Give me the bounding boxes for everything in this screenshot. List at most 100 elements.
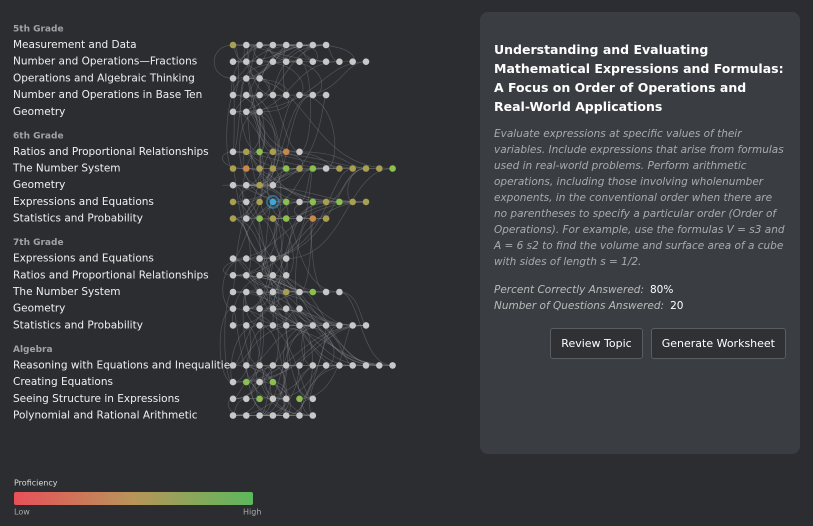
topic-dot[interactable]	[243, 148, 250, 156]
topic-dot[interactable]	[282, 58, 290, 65]
topic-name[interactable]: The Number System	[12, 163, 121, 175]
topic-dot[interactable]	[243, 288, 250, 296]
topic-dot[interactable]	[256, 75, 263, 82]
topic-dot[interactable]	[229, 378, 237, 386]
topic-dot[interactable]	[296, 288, 303, 296]
topic-dot[interactable]	[229, 148, 237, 156]
topic-dot[interactable]	[282, 362, 290, 369]
topic-dot[interactable]	[269, 322, 277, 329]
topic-dot[interactable]	[269, 215, 277, 222]
topic-dot[interactable]	[362, 165, 370, 172]
topic-dot[interactable]	[269, 362, 277, 369]
topic-dot[interactable]	[309, 288, 317, 296]
topic-dot[interactable]	[322, 288, 330, 296]
topic-dot[interactable]	[256, 198, 263, 206]
topic-dot[interactable]	[282, 165, 290, 172]
topic-dot[interactable]	[282, 305, 290, 313]
topic-dot[interactable]	[322, 198, 330, 206]
topic-name[interactable]: Reasoning with Equations and Inequalitie…	[13, 359, 236, 371]
topic-dot[interactable]	[256, 362, 263, 369]
topic-dot[interactable]	[336, 58, 343, 65]
topic-dot[interactable]	[296, 412, 303, 419]
topic-dot[interactable]	[282, 41, 290, 49]
topic-dot[interactable]	[243, 58, 250, 65]
topic-dot[interactable]	[296, 91, 303, 99]
topic-dot[interactable]	[269, 165, 277, 172]
topic-name[interactable]: Operations and Algebraic Thinking	[13, 72, 195, 84]
topic-name[interactable]: Number and Operations in Base Ten	[13, 89, 202, 101]
topic-dot[interactable]	[243, 322, 250, 329]
topic-dot[interactable]	[256, 165, 263, 172]
topic-dot[interactable]	[296, 198, 303, 206]
topic-name[interactable]: Creating Equations	[13, 376, 113, 388]
topic-dot[interactable]	[322, 41, 330, 49]
review-button[interactable]: Review Topic	[550, 328, 643, 359]
topic-dot[interactable]	[349, 58, 357, 65]
topic-dot[interactable]	[322, 165, 330, 172]
topic-dot[interactable]	[243, 41, 250, 49]
topic-dot[interactable]	[269, 378, 277, 386]
topic-dot[interactable]	[336, 198, 343, 206]
topic-name[interactable]: Measurement and Data	[13, 39, 137, 51]
topic-dot[interactable]	[296, 165, 303, 172]
topic-dot[interactable]	[243, 395, 250, 403]
topic-dot[interactable]	[349, 165, 357, 172]
topic-dot[interactable]	[349, 322, 357, 329]
topic-name[interactable]: Geometry	[13, 106, 65, 118]
topic-dot[interactable]	[243, 305, 250, 313]
topic-dot[interactable]	[229, 181, 237, 189]
topic-dot[interactable]	[256, 58, 263, 65]
topic-dot[interactable]	[269, 272, 277, 279]
topic-name[interactable]: Seeing Structure in Expressions	[13, 393, 180, 405]
topic-name[interactable]: Geometry	[13, 303, 65, 315]
topic-dot[interactable]	[269, 198, 277, 206]
topic-dot[interactable]	[309, 198, 317, 206]
topic-dot[interactable]	[229, 198, 237, 206]
topic-dot[interactable]	[269, 181, 277, 189]
topic-dot[interactable]	[256, 288, 263, 296]
topic-dot[interactable]	[389, 165, 396, 172]
topic-dot[interactable]	[256, 108, 263, 116]
topic-dot[interactable]	[336, 322, 343, 329]
topic-dot[interactable]	[296, 58, 303, 65]
topic-name[interactable]: Expressions and Equations	[13, 253, 154, 265]
topic-dot[interactable]	[322, 58, 330, 65]
topic-dot[interactable]	[282, 395, 290, 403]
topic-dot[interactable]	[349, 362, 357, 369]
topic-dot[interactable]	[229, 362, 237, 369]
topic-dot[interactable]	[296, 395, 303, 403]
topic-dot[interactable]	[282, 198, 290, 206]
topic-dot[interactable]	[282, 91, 290, 99]
topic-dot[interactable]	[229, 165, 237, 172]
topic-dot[interactable]	[309, 58, 317, 65]
topic-dot[interactable]	[243, 412, 250, 419]
topic-dot[interactable]	[256, 412, 263, 419]
topic-dot[interactable]	[296, 305, 303, 313]
topic-dot[interactable]	[376, 362, 383, 369]
topic-dot[interactable]	[256, 91, 263, 99]
topic-dot[interactable]	[256, 322, 263, 329]
topic-dot[interactable]	[243, 75, 250, 82]
topic-dot[interactable]	[243, 215, 250, 222]
topic-dot[interactable]	[256, 181, 263, 189]
topic-dot[interactable]	[376, 165, 383, 172]
topic-dot[interactable]	[296, 215, 303, 222]
worksheet-button[interactable]: Generate Worksheet	[650, 328, 786, 359]
topic-dot[interactable]	[349, 198, 357, 206]
topic-dot[interactable]	[322, 215, 330, 222]
topic-name[interactable]: Ratios and Proportional Relationships	[13, 269, 209, 281]
topic-dot[interactable]	[243, 378, 250, 386]
topic-name[interactable]: Statistics and Probability	[13, 319, 143, 331]
topic-dot[interactable]	[336, 165, 343, 172]
topic-dot[interactable]	[229, 395, 237, 403]
topic-dot[interactable]	[229, 41, 237, 49]
topic-dot[interactable]	[362, 362, 370, 369]
topic-dot[interactable]	[362, 58, 370, 65]
topic-dot[interactable]	[269, 288, 277, 296]
topic-dot[interactable]	[282, 322, 290, 329]
topic-name[interactable]: Statistics and Probability	[13, 213, 143, 225]
topic-dot[interactable]	[336, 362, 343, 369]
topic-dot[interactable]	[269, 395, 277, 403]
topic-dot[interactable]	[229, 288, 237, 296]
topic-dot[interactable]	[229, 272, 237, 279]
